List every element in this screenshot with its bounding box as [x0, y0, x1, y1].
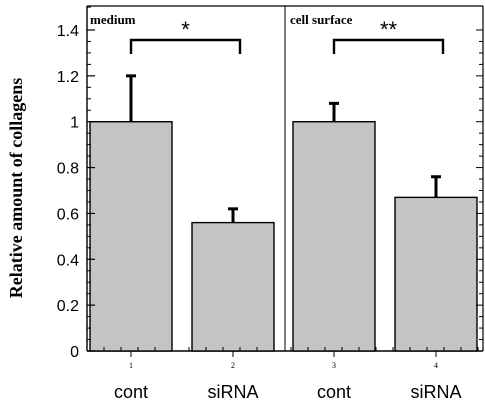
- error-bars-group: [126, 74, 441, 223]
- bar-index-label: 2: [231, 361, 235, 370]
- y-tick-label: 0.6: [57, 206, 79, 223]
- significance-brackets-group: [129, 38, 445, 54]
- bar-4: [394, 196, 478, 352]
- y-tick-label: 0.8: [57, 161, 79, 178]
- axis-ticks-group: [87, 6, 483, 357]
- significance-marker: *: [181, 17, 190, 42]
- y-tick-label: 0: [70, 344, 79, 361]
- y-tick-label: 0.4: [57, 252, 79, 269]
- bar-3: [292, 121, 376, 352]
- x-category-label: cont: [114, 382, 148, 402]
- labels-group: 0 0.2 0.4 0.6 0.8 1 1.2 1.4 1 cont 2 siRNA 3 cont 4 siR…: [6, 12, 462, 402]
- bar-index-label: 1: [129, 361, 133, 370]
- x-category-label: siRNA: [207, 382, 258, 402]
- y-tick-label: 1.2: [57, 69, 79, 86]
- bars-group: [89, 121, 478, 352]
- y-tick-label: 0.2: [57, 298, 79, 315]
- y-tick-label: 1.4: [57, 23, 79, 40]
- panel-label: medium: [90, 12, 136, 27]
- y-axis-title: Relative amount of collagens: [6, 78, 26, 298]
- x-category-label: cont: [317, 382, 351, 402]
- significance-bracket: [129, 38, 242, 54]
- significance-marker: **: [380, 17, 398, 42]
- bar-2: [191, 221, 275, 352]
- bar-index-label: 4: [434, 361, 438, 370]
- significance-bracket: [332, 38, 445, 54]
- x-category-label: siRNA: [410, 382, 461, 402]
- y-tick-label: 1: [70, 115, 79, 132]
- bar-index-label: 3: [332, 361, 336, 370]
- panel-label: cell surface: [290, 12, 353, 27]
- bar-1: [89, 121, 173, 352]
